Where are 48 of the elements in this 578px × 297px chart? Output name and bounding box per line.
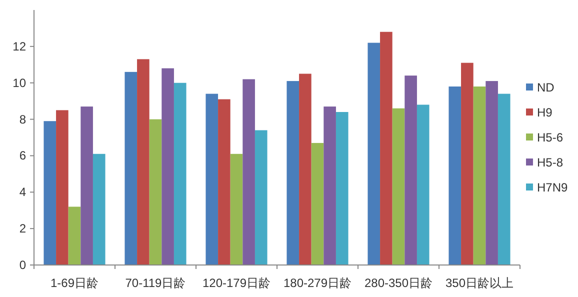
bar xyxy=(56,110,68,265)
y-tick-label: 2 xyxy=(19,222,26,236)
bar xyxy=(149,119,162,265)
x-tick-label: 350日龄以上 xyxy=(445,276,514,290)
legend-label: H5-8 xyxy=(537,156,564,170)
legend-label: H7N9 xyxy=(537,180,568,194)
bar xyxy=(80,106,93,265)
bar xyxy=(498,94,510,265)
bar xyxy=(230,154,243,265)
bar xyxy=(299,74,312,265)
bar xyxy=(254,130,268,265)
bar xyxy=(242,79,255,265)
legend-label: ND xyxy=(537,80,555,94)
bar xyxy=(486,81,498,265)
bar xyxy=(368,42,380,265)
y-tick-label: 0 xyxy=(19,258,26,272)
bar xyxy=(380,32,392,265)
bar xyxy=(162,68,174,265)
y-tick-label: 6 xyxy=(19,148,26,163)
y-tick-label: 4 xyxy=(19,185,26,200)
bar xyxy=(44,121,56,265)
bar xyxy=(68,206,81,265)
x-tick-label: 280-350日龄 xyxy=(364,276,433,290)
y-tick-label: 8 xyxy=(19,112,26,126)
bar xyxy=(174,82,186,265)
y-tick-label: 10 xyxy=(12,76,26,90)
bar xyxy=(461,62,474,265)
bar xyxy=(392,108,405,265)
bar xyxy=(404,76,417,265)
x-tick-label: 70-119日龄 xyxy=(125,276,186,290)
bar xyxy=(137,59,150,265)
legend-label: H5-6 xyxy=(537,130,564,144)
x-tick-label: 1-69日龄 xyxy=(50,276,99,290)
bar xyxy=(311,142,324,265)
bar xyxy=(92,154,106,265)
bar xyxy=(324,106,336,265)
bar xyxy=(336,112,348,265)
bar xyxy=(416,104,430,265)
bar xyxy=(124,72,138,265)
x-tick-label: 120-179日龄 xyxy=(202,276,271,290)
bar xyxy=(218,99,230,265)
y-tick-label: 12 xyxy=(12,39,26,54)
bar xyxy=(206,94,218,265)
bar xyxy=(473,86,486,265)
legend-label: H9 xyxy=(537,106,553,120)
bar xyxy=(448,86,462,265)
x-tick-label: 180-279日龄 xyxy=(283,276,352,290)
bar xyxy=(286,81,300,265)
